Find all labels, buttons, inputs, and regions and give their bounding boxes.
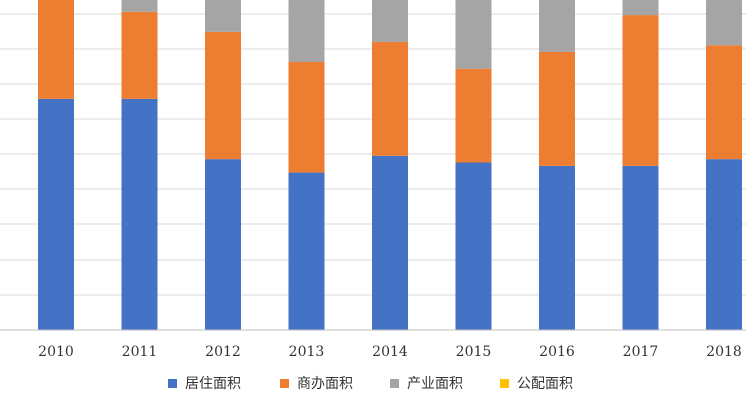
x-tick-label-2017: 2017 — [623, 344, 659, 360]
bar-segment-2012-series-1 — [205, 31, 241, 160]
x-tick-label-2010: 2010 — [38, 344, 74, 360]
bar-segment-2016-series-0 — [539, 165, 575, 330]
x-tick-label-2012: 2012 — [205, 344, 241, 360]
bar-segment-2011-series-2 — [121, 0, 158, 12]
bar-segment-2013-series-1 — [288, 62, 325, 173]
bar-segment-2015-series-1 — [455, 68, 492, 163]
legend-swatch — [280, 379, 289, 388]
legend-label: 居住面积 — [185, 376, 241, 392]
legend-swatch — [500, 379, 509, 388]
bar-segment-2018-series-2 — [706, 0, 742, 46]
bar-segment-2017-series-1 — [622, 15, 659, 166]
x-tick-label-2013: 2013 — [289, 344, 325, 360]
bar-segment-2018-series-1 — [706, 45, 742, 160]
legend-swatch — [390, 379, 399, 388]
bar-segment-2015-series-0 — [455, 162, 492, 330]
legend-item-3: 公配面积 — [500, 376, 573, 392]
legend: 居住面积 商办面积 产业面积 公配面积 — [168, 376, 573, 392]
legend-label: 公配面积 — [517, 376, 573, 392]
bar-segment-2012-series-2 — [205, 0, 241, 32]
x-tick-label-2018: 2018 — [706, 344, 742, 360]
x-axis-tick-labels: 2010 2011 2012 2013 2014 2015 2016 2017 2018 — [38, 344, 742, 360]
bar-segment-2015-series-2 — [455, 0, 492, 69]
bar-segment-2010-series-1 — [38, 0, 74, 99]
legend-item-0: 居住面积 — [168, 376, 241, 392]
bar-segment-2014-series-1 — [372, 41, 408, 156]
bar-segment-2010-series-0 — [38, 98, 74, 330]
x-tick-label-2016: 2016 — [539, 344, 575, 360]
bar-segment-2016-series-2 — [539, 0, 575, 52]
bar-segment-2018-series-0 — [706, 159, 742, 330]
legend-item-1: 商办面积 — [280, 376, 353, 392]
x-tick-label-2011: 2011 — [122, 344, 158, 360]
bar-segment-2016-series-1 — [539, 51, 575, 166]
bar-segment-2011-series-0 — [121, 98, 158, 330]
x-tick-label-2015: 2015 — [456, 344, 492, 360]
x-tick-label-2014: 2014 — [372, 344, 408, 360]
bar-segment-2013-series-2 — [288, 0, 325, 62]
legend-label: 商办面积 — [297, 376, 353, 392]
bar-segment-2011-series-1 — [121, 11, 158, 99]
bar-segment-2014-series-0 — [372, 155, 408, 330]
bar-segment-2014-series-2 — [372, 0, 408, 42]
bars — [38, 0, 742, 330]
legend-label: 产业面积 — [407, 376, 463, 392]
bar-segment-2013-series-0 — [288, 172, 325, 330]
legend-item-2: 产业面积 — [390, 376, 463, 392]
bar-segment-2017-series-2 — [622, 0, 659, 16]
legend-swatch — [168, 379, 177, 388]
bar-segment-2012-series-0 — [205, 159, 241, 330]
bar-segment-2017-series-0 — [622, 165, 659, 330]
